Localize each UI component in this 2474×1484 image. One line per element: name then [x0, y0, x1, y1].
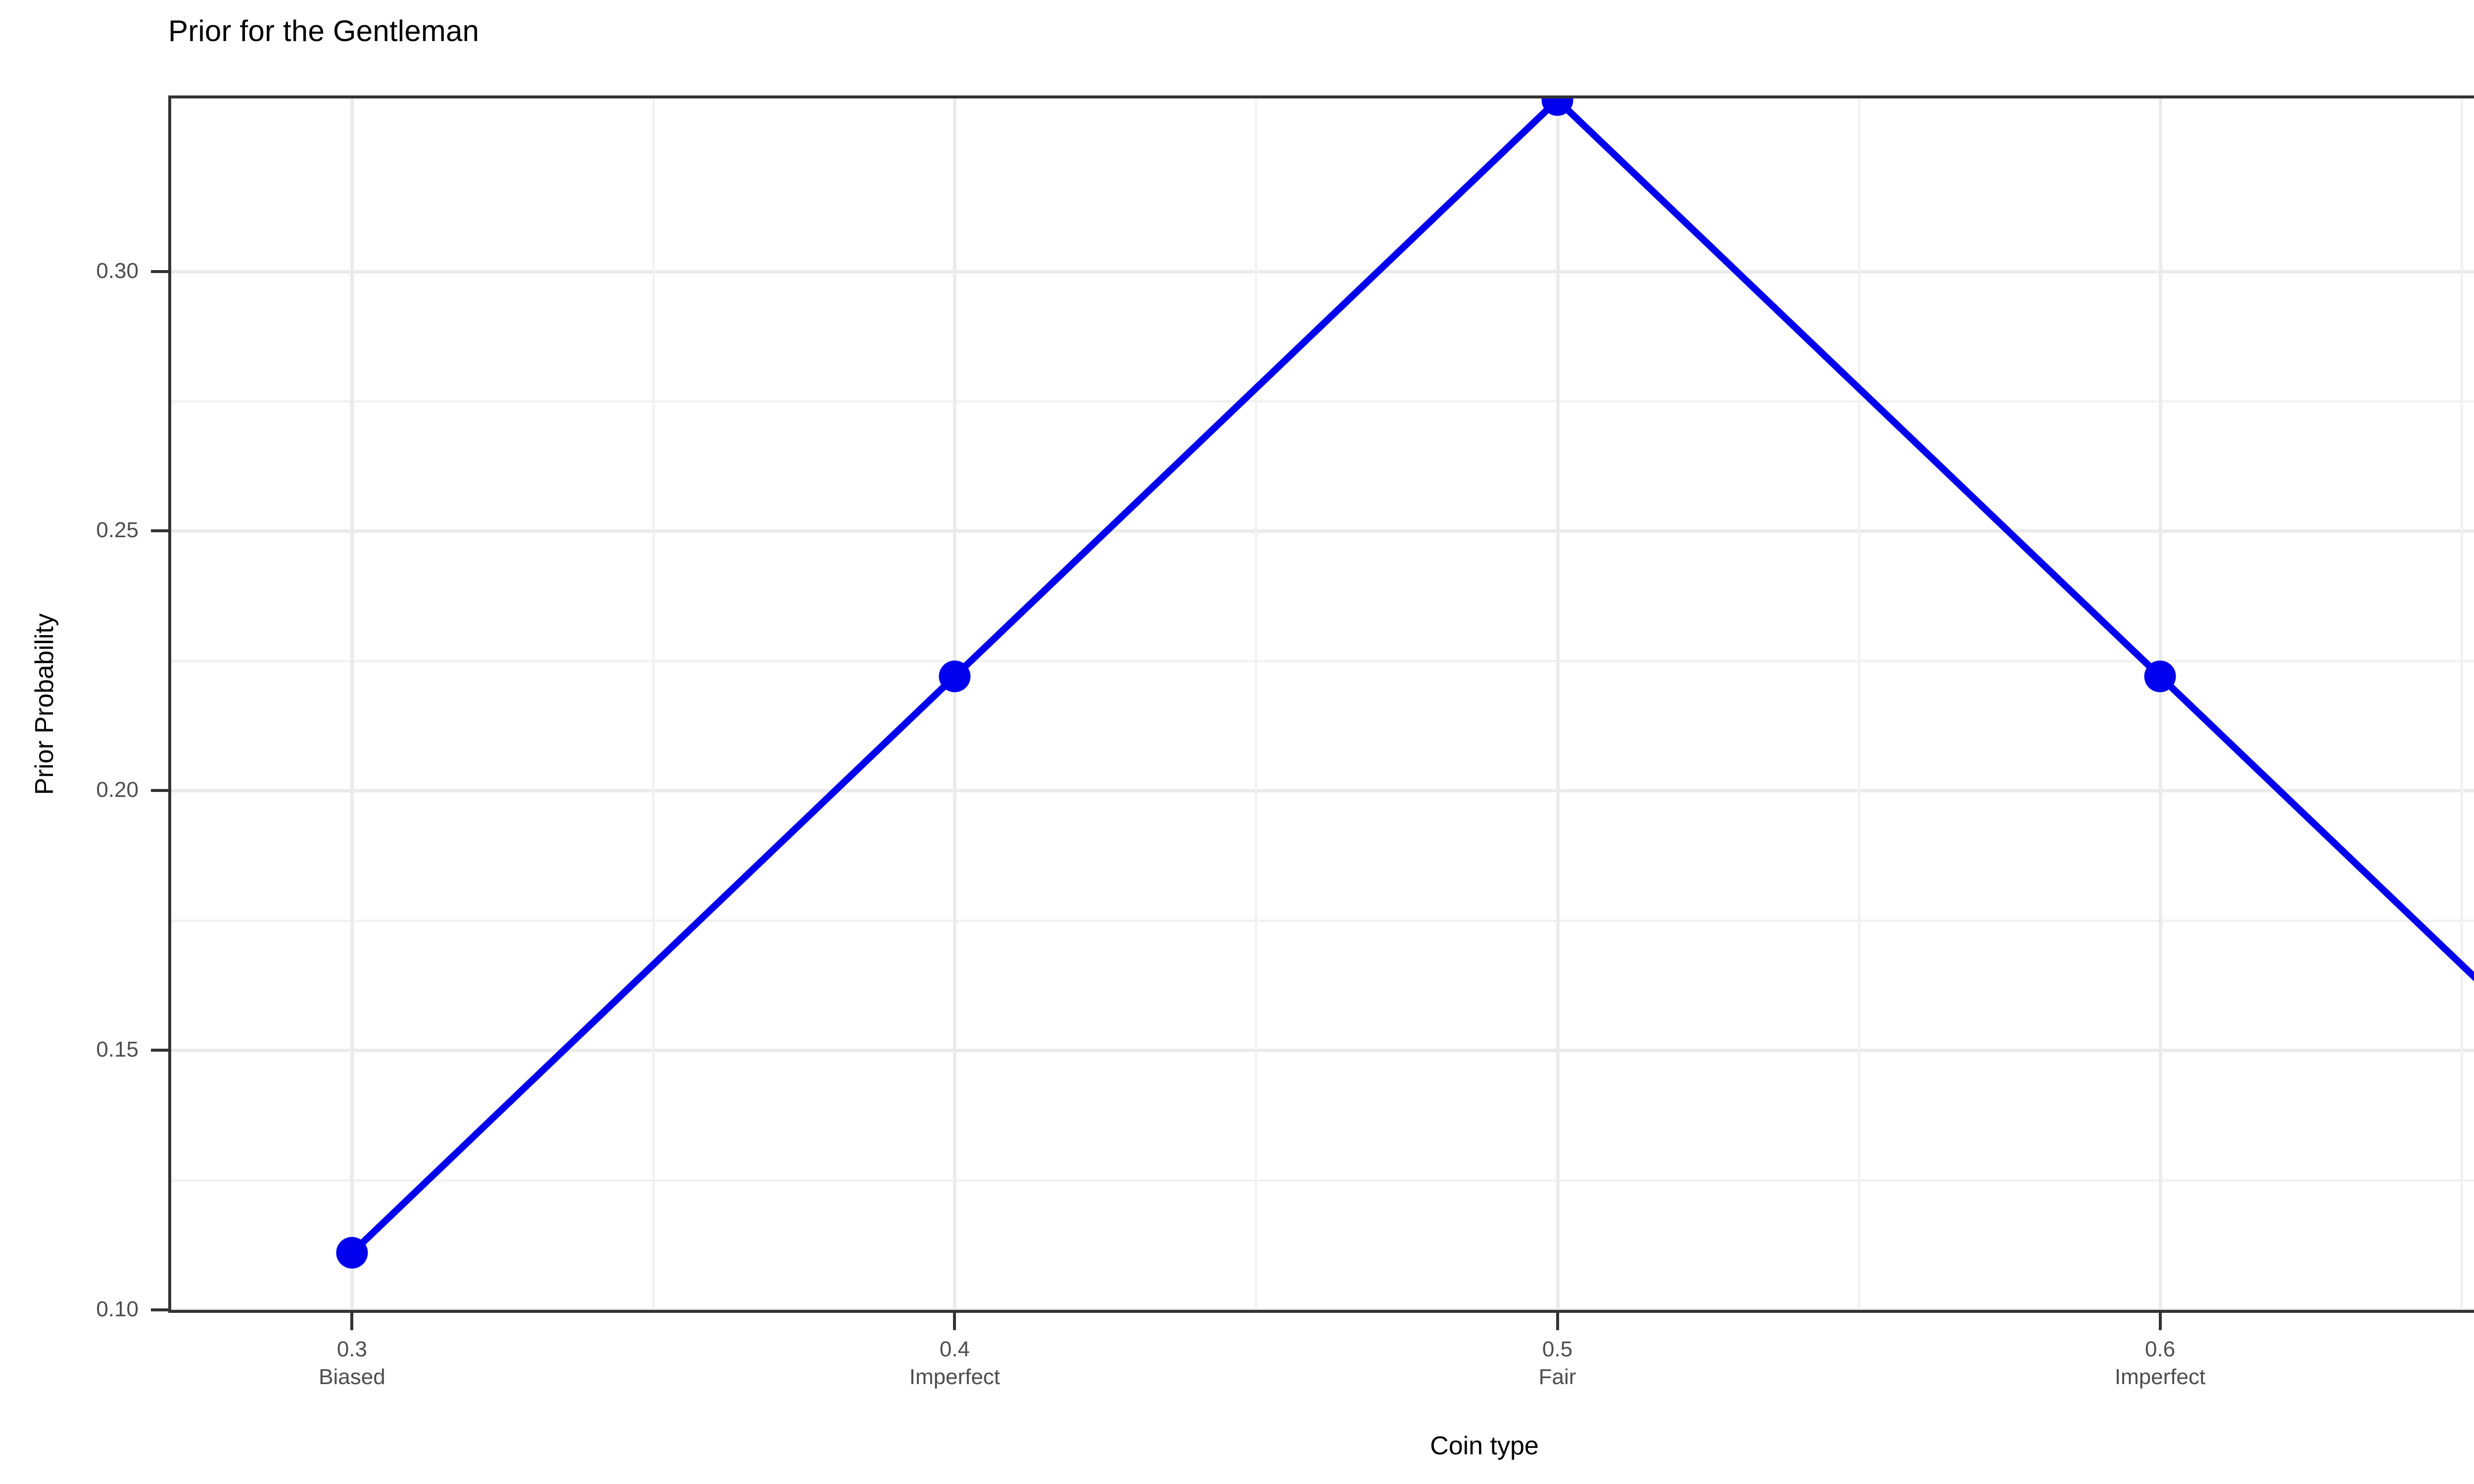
x-axis-title: Coin type [1430, 1432, 1539, 1460]
x-axis-tick-label-value: 0.4 [939, 1337, 970, 1361]
x-axis-tick-mark [953, 1313, 956, 1330]
grid-line-vertical-major [953, 98, 957, 1310]
y-axis-tick-mark [151, 789, 168, 792]
grid-line-vertical-minor [2460, 98, 2463, 1310]
data-point [1541, 98, 1573, 116]
y-axis-tick-mark [151, 1308, 168, 1311]
data-layer [171, 98, 2474, 1310]
y-axis-tick-label: 0.20 [96, 778, 139, 802]
x-axis-tick-label-value: 0.5 [1542, 1337, 1573, 1361]
x-axis-tick-label: 0.3 Biased [203, 1336, 500, 1391]
y-axis-tick-label: 0.10 [96, 1297, 139, 1321]
data-point [2144, 660, 2176, 693]
grid-line-vertical-minor [1857, 98, 1860, 1310]
grid-line-vertical-minor [1255, 98, 1258, 1310]
x-axis-tick-label: 0.4 Imperfect [806, 1336, 1103, 1391]
y-axis-tick-mark [151, 1049, 168, 1052]
grid-line-horizontal-major [171, 529, 2474, 533]
data-point [939, 660, 971, 693]
grid-line-horizontal-minor [171, 659, 2474, 662]
x-axis-tick-label-category: Biased [319, 1365, 385, 1389]
grid-line-vertical-major [2158, 98, 2162, 1310]
grid-line-horizontal-major [171, 270, 2474, 274]
series-points-group [336, 98, 2176, 1269]
grid-line-horizontal-major [171, 789, 2474, 793]
y-axis-tick-mark [151, 270, 168, 273]
x-axis-tick-label: 0.6 Imperfect [2012, 1336, 2309, 1391]
x-axis-tick-label-category: Fair [1538, 1365, 1576, 1389]
x-axis-tick-label-value: 0.3 [336, 1337, 367, 1361]
grid-line-vertical-minor [652, 98, 655, 1310]
grid-line-horizontal-minor [171, 1179, 2474, 1182]
plot-panel [168, 95, 2474, 1313]
x-axis-tick-mark [2158, 1313, 2162, 1330]
chart-title: Prior for the Gentleman [168, 14, 479, 47]
x-axis-tick-label-category: Imperfect [909, 1365, 1000, 1389]
grid-line-vertical-major [1556, 98, 1560, 1310]
grid-line-horizontal-major [171, 1308, 2474, 1310]
plot-panel-inner [171, 98, 2474, 1310]
y-axis-tick-label: 0.30 [96, 258, 139, 283]
y-axis-tick-mark [151, 529, 168, 533]
grid-line-horizontal-major [171, 1049, 2474, 1053]
x-axis-tick-mark [1556, 1313, 1559, 1330]
x-axis-tick-label: 0.5 Fair [1409, 1336, 1706, 1391]
data-point [336, 1237, 368, 1269]
y-axis-tick-label: 0.15 [96, 1037, 139, 1062]
grid-line-vertical-major [350, 98, 354, 1310]
x-axis-tick-mark [350, 1313, 354, 1330]
grid-line-horizontal-minor [171, 919, 2474, 922]
x-axis-tick-label-value: 0.6 [2144, 1337, 2176, 1361]
y-axis-tick-label: 0.25 [96, 518, 139, 543]
series-svg [336, 98, 2474, 1269]
grid-line-horizontal-minor [171, 400, 2474, 403]
x-axis-tick-label-category: Imperfect [2114, 1365, 2206, 1389]
